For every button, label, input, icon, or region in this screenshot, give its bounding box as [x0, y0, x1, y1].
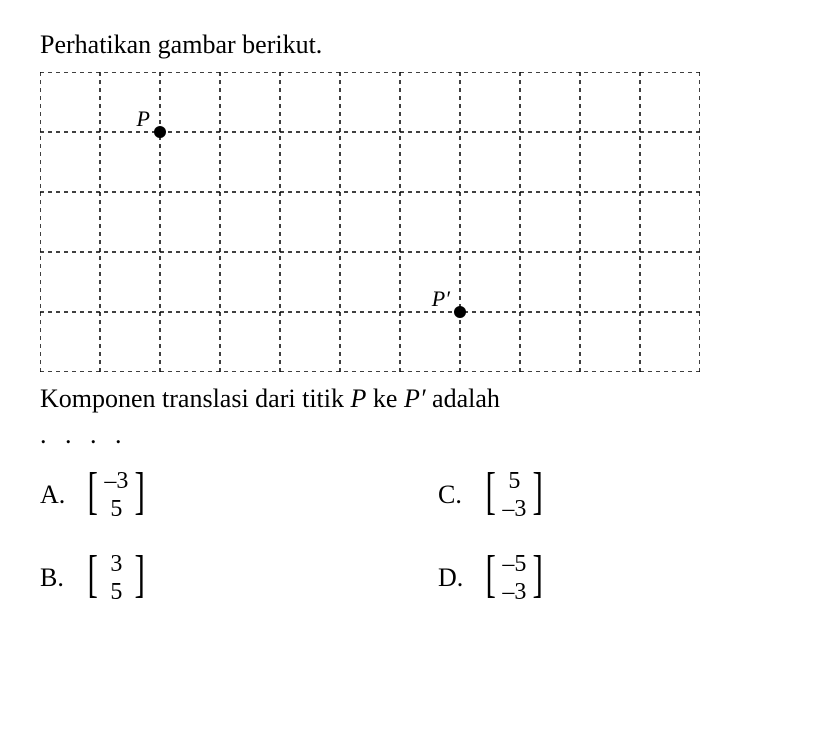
right-bracket-icon: ]: [533, 466, 543, 525]
right-bracket-icon: ]: [135, 466, 145, 525]
followup-suffix: adalah: [426, 384, 500, 413]
svg-text:P′: P′: [431, 286, 451, 311]
question-followup: Komponen translasi dari titik P ke P′ ad…: [40, 384, 776, 414]
var-p: P: [351, 384, 367, 413]
option-c: C. [ 5 –3 ]: [438, 466, 776, 525]
option-c-bottom: –3: [501, 496, 527, 522]
var-pprime: P′: [404, 384, 426, 413]
option-d: D. [ –5 –3 ]: [438, 549, 776, 608]
grid-figure: P P′: [40, 72, 776, 372]
option-b-top: 3: [103, 551, 129, 577]
left-bracket-icon: [: [485, 549, 495, 608]
left-bracket-icon: [: [87, 466, 97, 525]
option-b-bottom: 5: [103, 579, 129, 605]
option-a-top: –3: [103, 468, 129, 494]
right-bracket-icon: ]: [533, 549, 543, 608]
option-b-matrix-col: 3 5: [101, 549, 131, 608]
option-b: B. [ 3 5 ]: [40, 549, 378, 608]
option-c-matrix-col: 5 –3: [499, 466, 529, 525]
option-d-matrix-col: –5 –3: [499, 549, 529, 608]
option-a-bottom: 5: [103, 496, 129, 522]
option-d-matrix: [ –5 –3 ]: [482, 549, 547, 608]
option-d-top: –5: [501, 551, 527, 577]
followup-prefix: Komponen translasi dari titik: [40, 384, 351, 413]
option-a-label: A.: [40, 480, 70, 510]
option-d-label: D.: [438, 563, 468, 593]
option-c-top: 5: [501, 468, 527, 494]
ellipsis: . . . .: [40, 420, 776, 450]
grid-svg: P P′: [40, 72, 700, 372]
svg-text:P: P: [136, 106, 150, 131]
option-d-bottom: –3: [501, 579, 527, 605]
followup-mid: ke: [366, 384, 404, 413]
option-b-matrix: [ 3 5 ]: [84, 549, 149, 608]
question-prompt: Perhatikan gambar berikut.: [40, 30, 776, 60]
right-bracket-icon: ]: [135, 549, 145, 608]
option-b-label: B.: [40, 563, 70, 593]
option-a-matrix-col: –3 5: [101, 466, 131, 525]
option-a: A. [ –3 5 ]: [40, 466, 378, 525]
options-grid: A. [ –3 5 ] C. [ 5 –3 ] B. [ 3 5: [40, 466, 776, 608]
option-c-label: C.: [438, 480, 468, 510]
option-a-matrix: [ –3 5 ]: [84, 466, 149, 525]
left-bracket-icon: [: [485, 466, 495, 525]
left-bracket-icon: [: [87, 549, 97, 608]
option-c-matrix: [ 5 –3 ]: [482, 466, 547, 525]
